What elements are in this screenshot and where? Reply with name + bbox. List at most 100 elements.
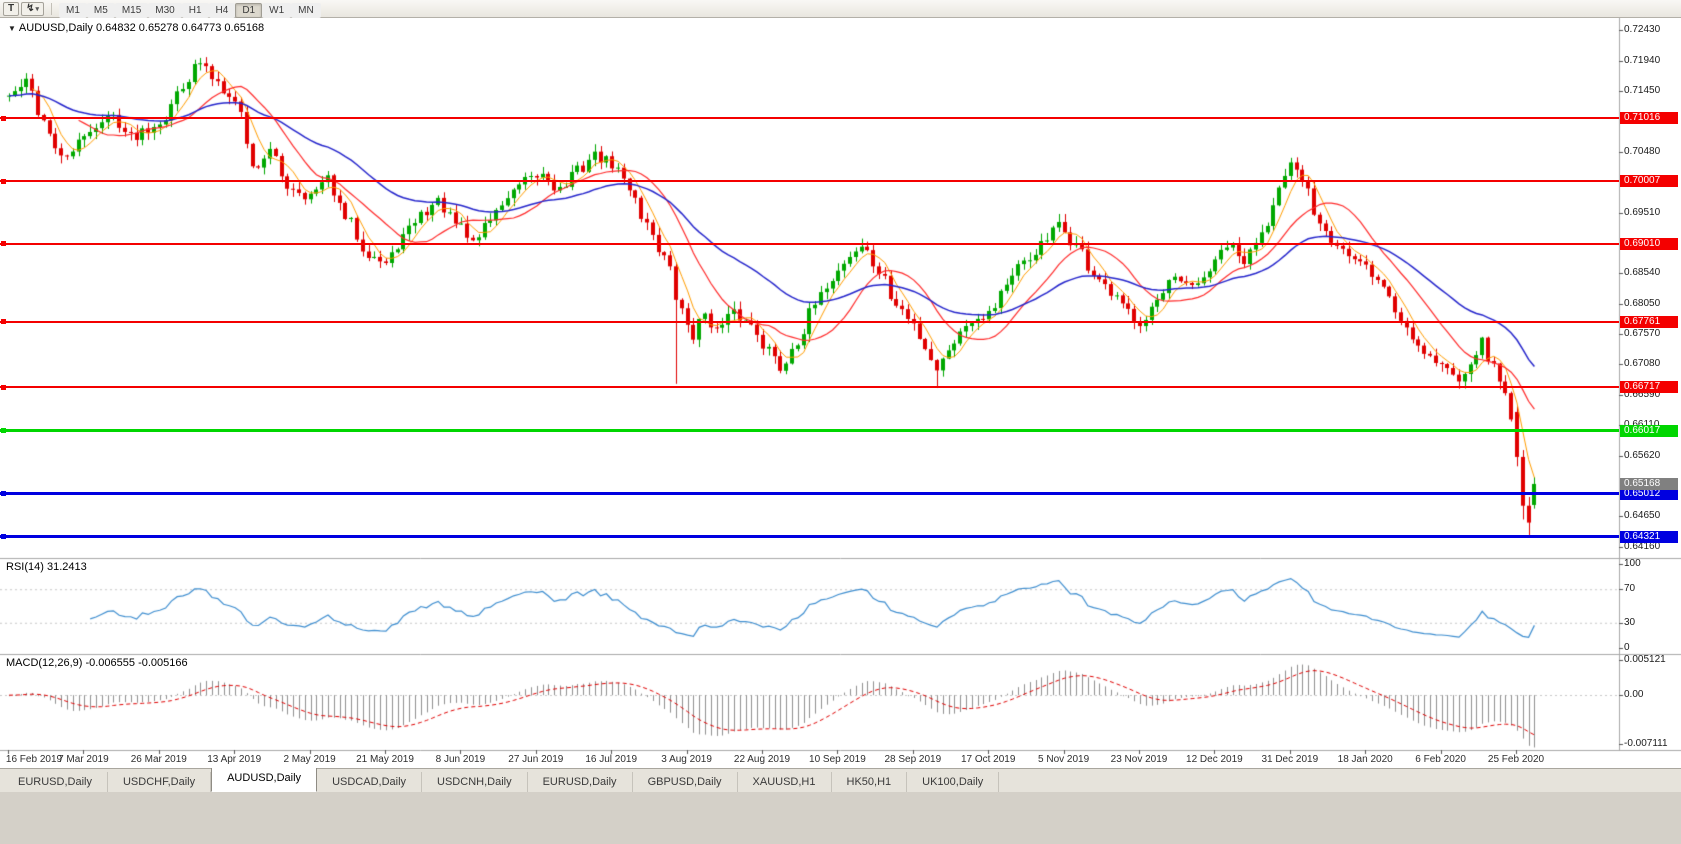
draw-tool-icon: ↯ [26, 2, 35, 14]
price-axis-tick: 0.66590 [1624, 389, 1661, 401]
hline-handle[interactable] [1, 384, 6, 390]
tab-xauusd-h1[interactable]: XAUUSD,H1 [738, 772, 832, 792]
date-label: 10 Sep 2019 [809, 754, 866, 765]
date-label: 23 Nov 2019 [1110, 754, 1168, 765]
draw-tool-button[interactable]: ↯▾ [21, 1, 45, 16]
date-label: 7 Mar 2019 [58, 754, 109, 765]
hline[interactable] [0, 492, 1619, 496]
hline-handle[interactable] [1, 115, 6, 121]
rsi-indicator-label: RSI(14) 31.2413 [6, 561, 87, 573]
price-axis-tick: 0.72430 [1624, 24, 1661, 35]
hline-badge: 0.67761 [1620, 315, 1678, 328]
tab-usdcad-daily[interactable]: USDCAD,Daily [317, 772, 423, 792]
text-tool-button[interactable]: T [3, 1, 20, 16]
date-label: 2 May 2019 [283, 754, 336, 765]
rsi-level-label: 100 [1624, 558, 1641, 569]
ohlc-values: 0.64832 0.65278 0.64773 0.65168 [95, 22, 265, 34]
date-label: 26 Mar 2019 [130, 754, 187, 765]
hline-badge: 0.64321 [1620, 530, 1678, 543]
price-axis-tick: 0.67080 [1624, 358, 1661, 370]
date-label: 3 Aug 2019 [661, 754, 712, 765]
hline[interactable] [0, 535, 1619, 539]
macd-level-label: 0.005121 [1624, 654, 1666, 665]
price-axis-tick: 0.67570 [1624, 327, 1661, 339]
date-label: 16 Jul 2019 [585, 754, 638, 765]
timeframe-button-m5[interactable]: M5 [86, 2, 115, 18]
tab-hk50-h1[interactable]: HK50,H1 [832, 772, 908, 792]
hline[interactable] [0, 429, 1619, 433]
date-label: 18 Jan 2020 [1337, 754, 1393, 765]
hline[interactable] [0, 320, 1619, 323]
date-label: 16 Feb 2019 [5, 754, 63, 765]
date-label: 21 May 2019 [356, 754, 414, 765]
hline-badge: 0.69010 [1620, 237, 1678, 250]
hline[interactable] [0, 117, 1619, 120]
timeframe-button-m1[interactable]: M1 [59, 2, 87, 18]
date-label: 31 Dec 2019 [1261, 754, 1319, 765]
timeframe-button-w1[interactable]: W1 [262, 2, 292, 18]
timeframe-button-m15[interactable]: M15 [114, 2, 149, 18]
tab-uk100-daily[interactable]: UK100,Daily [907, 772, 1000, 792]
tab-eurusd-daily[interactable]: EURUSD,Daily [528, 772, 633, 792]
timeframe-button-h4[interactable]: H4 [208, 2, 236, 18]
timeframe-button-d1[interactable]: D1 [235, 2, 263, 18]
hline-badge: 0.65012 [1620, 487, 1678, 500]
date-label: 12 Dec 2019 [1186, 754, 1243, 765]
date-label: 22 Aug 2019 [733, 754, 791, 765]
tab-usdcnh-daily[interactable]: USDCNH,Daily [422, 772, 528, 792]
dropdown-caret-icon: ▾ [35, 5, 40, 13]
toolbar-separator [51, 2, 53, 15]
hline[interactable] [0, 242, 1619, 245]
hline-handle[interactable] [1, 428, 6, 434]
hline-handle[interactable] [1, 178, 6, 184]
top-toolbar: T ↯▾ M1 M5 M15 M30 H1 H4 D1 W1 MN [0, 0, 1681, 18]
date-label: 25 Feb 2020 [1487, 754, 1545, 765]
hline-badge: 0.66717 [1620, 381, 1678, 394]
tab-audusd-daily[interactable]: AUDUSD,Daily [211, 767, 318, 792]
chart-region: ▼ AUDUSD,Daily 0.64832 0.65278 0.64773 0.… [0, 18, 1681, 768]
date-label: 8 Jun 2019 [435, 754, 486, 765]
rsi-level-label: 0 [1624, 642, 1630, 653]
hline-badge: 0.71016 [1620, 112, 1678, 125]
price-axis-tick: 0.68540 [1624, 267, 1661, 279]
tab-eurusd-daily[interactable]: EURUSD,Daily [3, 772, 108, 792]
hline-handle[interactable] [1, 491, 6, 497]
timeframe-group: M1 M5 M15 M30 H1 H4 D1 W1 MN [59, 0, 321, 18]
current-price-badge: 0.65168 [1620, 477, 1678, 490]
rsi-level-label: 70 [1624, 583, 1636, 595]
chart-tab-bar: EURUSD,Daily USDCHF,Daily AUDUSD,Daily USDC… [0, 767, 1681, 792]
date-label: 17 Oct 2019 [960, 754, 1016, 765]
rsi-level-label: 30 [1624, 616, 1636, 628]
timeframe-button-mn[interactable]: MN [291, 2, 321, 18]
hline-handle[interactable] [1, 241, 6, 247]
hline-badge: 0.70007 [1620, 175, 1678, 188]
date-label: 13 Apr 2019 [207, 754, 262, 765]
status-bar [0, 792, 1681, 844]
macd-indicator-label: MACD(12,26,9) -0.006555 -0.005166 [6, 657, 188, 669]
price-axis-tick: 0.64650 [1624, 510, 1661, 522]
date-label: 28 Sep 2019 [884, 754, 942, 765]
hline-badge: 0.66017 [1620, 424, 1678, 437]
timeframe-button-m30[interactable]: M30 [148, 2, 182, 18]
price-axis-tick: 0.65620 [1624, 449, 1661, 461]
hline-handle[interactable] [1, 534, 6, 540]
hline[interactable] [0, 180, 1619, 183]
price-axis-tick: 0.71940 [1624, 54, 1661, 66]
price-axis-tick: 0.66110 [1624, 419, 1659, 431]
hline-handle[interactable] [1, 319, 6, 325]
tab-usdchf-daily[interactable]: USDCHF,Daily [108, 772, 212, 792]
price-axis-tick: 0.64160 [1624, 540, 1661, 552]
timeframe-button-h1[interactable]: H1 [181, 2, 209, 18]
chart-symbol-icon: ▼ [8, 24, 16, 33]
chart-canvas[interactable] [0, 18, 1681, 768]
symbol-label: ▼ AUDUSD,Daily 0.64832 0.65278 0.64773 0.… [8, 22, 264, 34]
macd-level-label: -0.007111 [1624, 738, 1668, 749]
price-axis-tick: 0.71450 [1624, 85, 1661, 97]
date-label: 6 Feb 2020 [1415, 754, 1466, 765]
macd-level-label: 0.00 [1624, 689, 1644, 701]
date-label: 5 Nov 2019 [1038, 754, 1090, 765]
price-axis-tick: 0.69510 [1624, 206, 1661, 218]
tab-gbpusd-daily[interactable]: GBPUSD,Daily [633, 772, 738, 792]
hline[interactable] [0, 386, 1619, 389]
price-axis-tick: 0.70480 [1624, 145, 1661, 157]
